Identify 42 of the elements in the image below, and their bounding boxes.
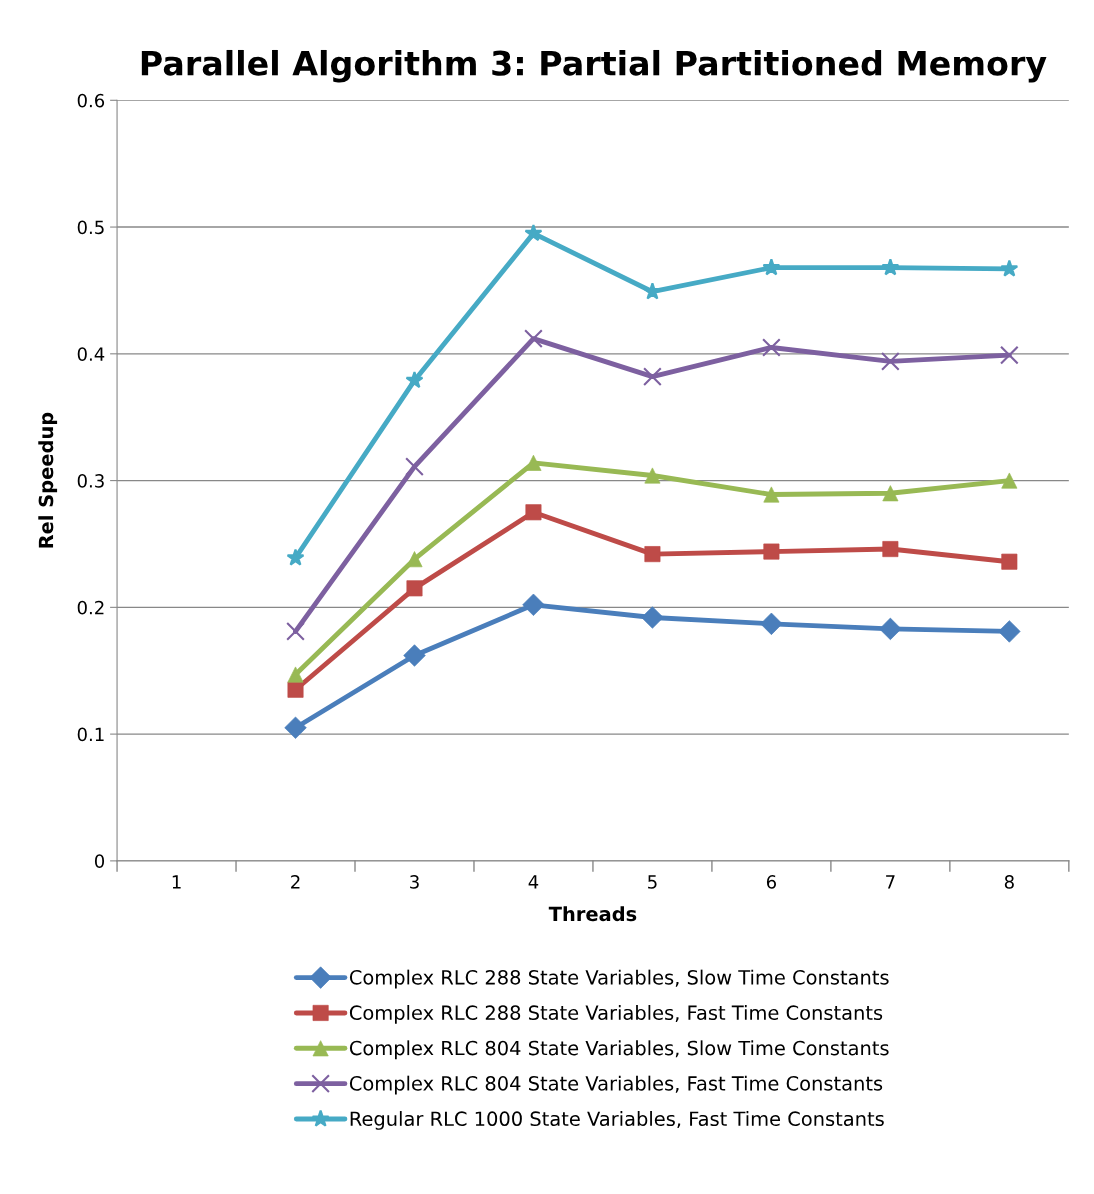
legend-label: Complex RLC 288 State Variables, Fast Time Constants: [349, 1004, 883, 1024]
point: [286, 548, 305, 566]
legend-label: Regular RLC 1000 State Variables, Fast Time Constants: [350, 1111, 884, 1130]
y-tick-label: 0.1: [77, 727, 104, 742]
y-tick-label: 0.5: [77, 220, 104, 235]
y-tick-label: 0.4: [77, 347, 105, 361]
x-tick-label: 5: [648, 875, 657, 889]
point: [284, 716, 307, 739]
point: [643, 367, 662, 387]
point: [286, 622, 305, 641]
point: [405, 371, 424, 389]
point: [881, 352, 900, 371]
y-tick-label: 0: [94, 854, 105, 868]
legend-label: Complex RLC 804 State Variables, Fast Time Constants: [349, 1075, 883, 1095]
point: [882, 485, 899, 502]
chart-title: Parallel Algorithm 3: Partial Partitioned Memory: [141, 49, 1047, 83]
x-tick-label: 3: [410, 875, 419, 889]
point: [522, 593, 545, 616]
point: [999, 345, 1019, 365]
point: [524, 329, 543, 348]
x-tick-label: 8: [1004, 875, 1014, 889]
point: [1000, 259, 1019, 277]
point: [762, 338, 781, 357]
x-tick-label: 1: [172, 875, 181, 889]
point: [881, 258, 900, 276]
y-axis-title: Rel Speedup: [38, 412, 58, 548]
point: [762, 258, 781, 276]
x-tick-label: 7: [886, 875, 895, 889]
x-axis-title: Threads: [548, 906, 637, 922]
point: [882, 541, 899, 558]
y-tick-label: 0.2: [77, 600, 104, 615]
point: [760, 612, 783, 635]
legend-label: Complex RLC 288 State Variables, Slow Time Constants: [349, 969, 889, 989]
legend-label: Complex RLC 804 State Variables, Slow Time Constants: [349, 1040, 889, 1060]
point: [644, 546, 661, 563]
point: [524, 224, 543, 242]
x-tick-label: 2: [291, 875, 300, 889]
x-tick-label: 6: [766, 875, 777, 889]
point: [405, 457, 424, 477]
y-tick-label: 0.6: [77, 93, 105, 108]
y-tick-label: 0.3: [77, 474, 104, 488]
x-tick-label: 4: [528, 875, 539, 889]
